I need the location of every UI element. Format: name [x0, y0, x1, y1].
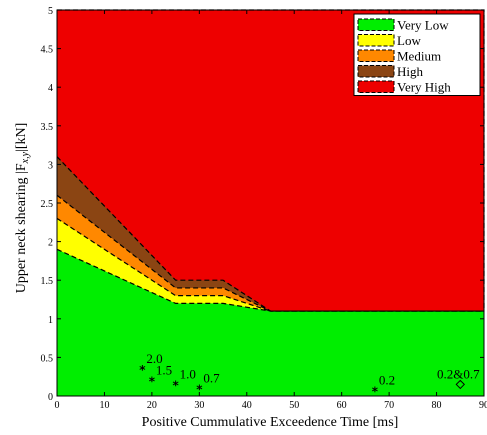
x-tick-label: 40	[242, 400, 252, 411]
x-axis-label: Positive Cummulative Exceedence Time [ms…	[142, 415, 399, 430]
y-tick-label: 2	[48, 238, 53, 249]
y-tick-label: 1.5	[41, 276, 54, 287]
legend-swatch-medium	[357, 49, 395, 62]
x-tick-label: 30	[194, 400, 204, 411]
x-tick-label: 80	[432, 400, 442, 411]
legend-label-low: Low	[397, 33, 421, 48]
legend-label-medium: Medium	[397, 49, 441, 64]
data-point-star: *	[372, 385, 379, 399]
data-point-label: 0.7	[203, 370, 220, 385]
legend-swatch-very-low	[357, 18, 395, 31]
data-point-label: 0.2&0.7	[437, 366, 480, 381]
data-point-star: *	[196, 382, 203, 396]
data-point-label: 0.2	[379, 373, 395, 388]
y-axis-label: Upper neck shearing |Fx,y|[kN]	[14, 123, 31, 294]
x-tick-label: 20	[147, 400, 157, 411]
y-tick-label: 5	[48, 6, 53, 17]
data-point-label: 1.5	[156, 363, 172, 378]
data-point-star: *	[139, 363, 146, 377]
y-tick-label: 1	[48, 315, 53, 326]
y-tick-label: 2.5	[41, 199, 54, 210]
boundary-low	[56, 217, 484, 312]
x-tick-label: 50	[289, 400, 299, 411]
legend-swatch-very-high	[357, 80, 395, 93]
x-tick-label: 60	[337, 400, 347, 411]
legend-swatch-high	[357, 65, 395, 78]
legend-swatch-low	[357, 34, 395, 47]
data-points: *2.0*1.5*1.0*0.7*0.2 0.2&0.7	[139, 351, 480, 399]
region-very-low	[57, 249, 484, 396]
data-point-diamond	[455, 379, 465, 390]
y-tick-label: 0.5	[41, 353, 54, 364]
x-tick-label: 10	[99, 400, 109, 411]
data-point-label: 1.0	[180, 366, 196, 381]
x-tick-label: 70	[384, 400, 394, 411]
data-point-label: 2.0	[146, 351, 162, 366]
x-tick-label: 0	[55, 400, 60, 411]
legend-label-very-low: Very Low	[397, 18, 449, 33]
data-point-star: *	[172, 378, 179, 392]
y-tick-label: 4.5	[41, 45, 54, 56]
y-tick-label: 3.5	[41, 122, 54, 133]
risk-regions	[57, 10, 484, 396]
legend-label-high: High	[397, 64, 424, 79]
axis-ticks: 0 10 20 30 40 50 60 70 80 90 0 0.5 1 1.5 2 2.5 3 3.5 4 4.5 5	[41, 6, 487, 411]
y-tick-label: 0	[48, 392, 53, 403]
data-point-star: *	[149, 375, 156, 389]
y-tick-label: 3	[48, 160, 53, 171]
legend-label-very-high: Very High	[397, 80, 451, 95]
x-tick-label: 90	[479, 400, 487, 411]
boundary-very-low	[56, 248, 484, 312]
y-tick-label: 4	[48, 83, 53, 94]
